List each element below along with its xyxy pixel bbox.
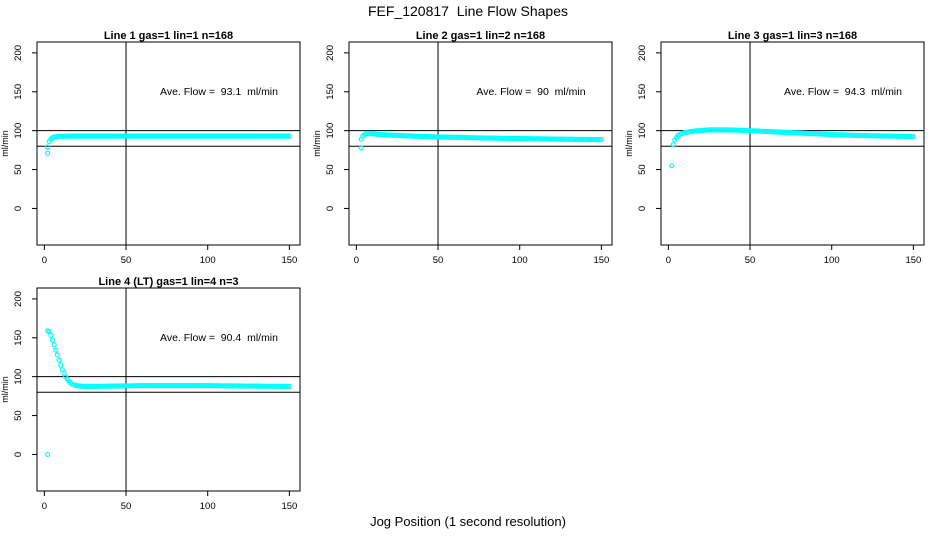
axes: 0 50 100 150 0 50 100 150 200 ml/min — [0, 41, 301, 266]
data-points — [45, 328, 292, 458]
x-tick-label: 50 — [745, 255, 756, 266]
plot-canvas: 0 50 100 150 0 50 100 150 200 ml/min — [0, 41, 301, 266]
y-tick-label: 50 — [13, 164, 24, 175]
data-point — [51, 342, 57, 348]
y-tick-label: 0 — [637, 206, 648, 211]
x-tick-label: 50 — [433, 255, 444, 266]
subplot-line-3: Line 3 gas=1 lin=3 n=168 Ave. Flow = 94.… — [624, 30, 936, 276]
axes: 0 50 100 150 0 50 100 150 200 ml/min — [312, 41, 613, 266]
y-tick-label: 50 — [325, 164, 336, 175]
y-tick-label: 200 — [325, 45, 336, 61]
y-tick-label: 150 — [13, 330, 24, 346]
data-points — [358, 130, 604, 151]
plots-grid: Line 1 gas=1 lin=1 n=168 Ave. Flow = 93.… — [0, 30, 936, 522]
x-tick-label: 100 — [200, 501, 216, 512]
x-tick-label: 50 — [121, 255, 132, 266]
y-tick-label: 0 — [13, 452, 24, 457]
y-tick-label: 200 — [637, 45, 648, 61]
ave-flow-annotation: Ave. Flow = 93.1 ml/min — [160, 86, 278, 98]
subplot-title: Line 3 gas=1 lin=3 n=168 — [727, 30, 858, 42]
y-tick-label: 100 — [325, 123, 336, 139]
data-point — [58, 362, 64, 368]
x-tick-label: 100 — [200, 255, 216, 266]
data-point — [670, 142, 676, 148]
x-tick-label: 100 — [512, 255, 528, 266]
plot-canvas: 0 50 100 150 0 50 100 150 200 ml/min — [624, 41, 925, 266]
y-axis-label: ml/min — [0, 376, 10, 403]
y-tick-label: 50 — [13, 410, 24, 421]
data-point — [54, 352, 61, 358]
data-points — [669, 127, 916, 169]
y-tick-label: 150 — [325, 84, 336, 100]
data-point — [45, 144, 51, 150]
main-title: FEF_120817 Line Flow Shapes — [367, 3, 568, 19]
y-tick-label: 50 — [637, 164, 648, 175]
x-tick-label: 150 — [281, 255, 297, 266]
data-point — [53, 347, 59, 353]
axes: 0 50 100 150 0 50 100 150 200 ml/min — [624, 41, 925, 266]
reference-lines — [349, 42, 612, 245]
data-point — [286, 133, 292, 139]
data-point — [56, 357, 62, 363]
data-point — [286, 383, 292, 389]
reference-lines — [661, 42, 924, 245]
plot-canvas: 0 50 100 150 0 50 100 150 200 ml/min — [312, 41, 613, 266]
subplot-line-1: Line 1 gas=1 lin=1 n=168 Ave. Flow = 93.… — [0, 30, 312, 276]
subplot-line-4: Line 4 (LT) gas=1 lin=4 n=3 Ave. Flow = … — [0, 276, 312, 522]
subplot-title: Line 1 gas=1 lin=1 n=168 — [103, 30, 234, 42]
y-tick-label: 100 — [13, 123, 24, 139]
y-tick-label: 100 — [637, 123, 648, 139]
x-tick-label: 150 — [593, 255, 609, 266]
x-tick-label: 150 — [281, 501, 297, 512]
x-tick-label: 50 — [121, 501, 132, 512]
x-tick-label: 100 — [824, 255, 840, 266]
data-point — [358, 145, 364, 151]
ave-flow-annotation: Ave. Flow = 90 ml/min — [476, 86, 586, 98]
x-tick-label: 0 — [42, 255, 47, 266]
data-point — [49, 337, 56, 343]
plot-canvas: 0 50 100 150 0 50 100 150 200 ml/min — [0, 287, 301, 512]
x-tick-label: 0 — [666, 255, 671, 266]
reference-lines — [37, 288, 300, 491]
y-tick-label: 150 — [637, 84, 648, 100]
y-tick-label: 200 — [13, 291, 24, 307]
y-tick-label: 0 — [325, 206, 336, 211]
x-tick-label: 0 — [42, 501, 47, 512]
y-axis-label: ml/min — [624, 130, 634, 157]
y-axis-label: ml/min — [0, 130, 10, 157]
x-tick-label: 0 — [354, 255, 359, 266]
data-point — [598, 137, 604, 143]
data-point — [45, 451, 51, 458]
y-tick-label: 150 — [13, 84, 24, 100]
data-point — [910, 133, 916, 140]
subplot-title: Line 4 (LT) gas=1 lin=4 n=3 — [98, 276, 239, 288]
y-tick-label: 100 — [13, 369, 24, 385]
data-point — [48, 332, 54, 339]
data-point — [669, 163, 675, 169]
subplot-title: Line 2 gas=1 lin=2 n=168 — [415, 30, 546, 42]
data-point — [45, 150, 51, 156]
ave-flow-annotation: Ave. Flow = 90.4 ml/min — [160, 332, 278, 344]
subplot-line-2: Line 2 gas=1 lin=2 n=168 Ave. Flow = 90 … — [312, 30, 624, 276]
ave-flow-annotation: Ave. Flow = 94.3 ml/min — [784, 86, 902, 98]
axes: 0 50 100 150 0 50 100 150 200 ml/min — [0, 287, 301, 512]
reference-lines — [37, 42, 300, 245]
y-axis-label: ml/min — [312, 130, 322, 157]
y-tick-label: 0 — [13, 206, 24, 211]
data-points — [45, 133, 292, 156]
x-axis-label: Jog Position (1 second resolution) — [370, 514, 566, 529]
y-tick-label: 200 — [13, 45, 24, 61]
x-tick-label: 150 — [905, 255, 921, 266]
